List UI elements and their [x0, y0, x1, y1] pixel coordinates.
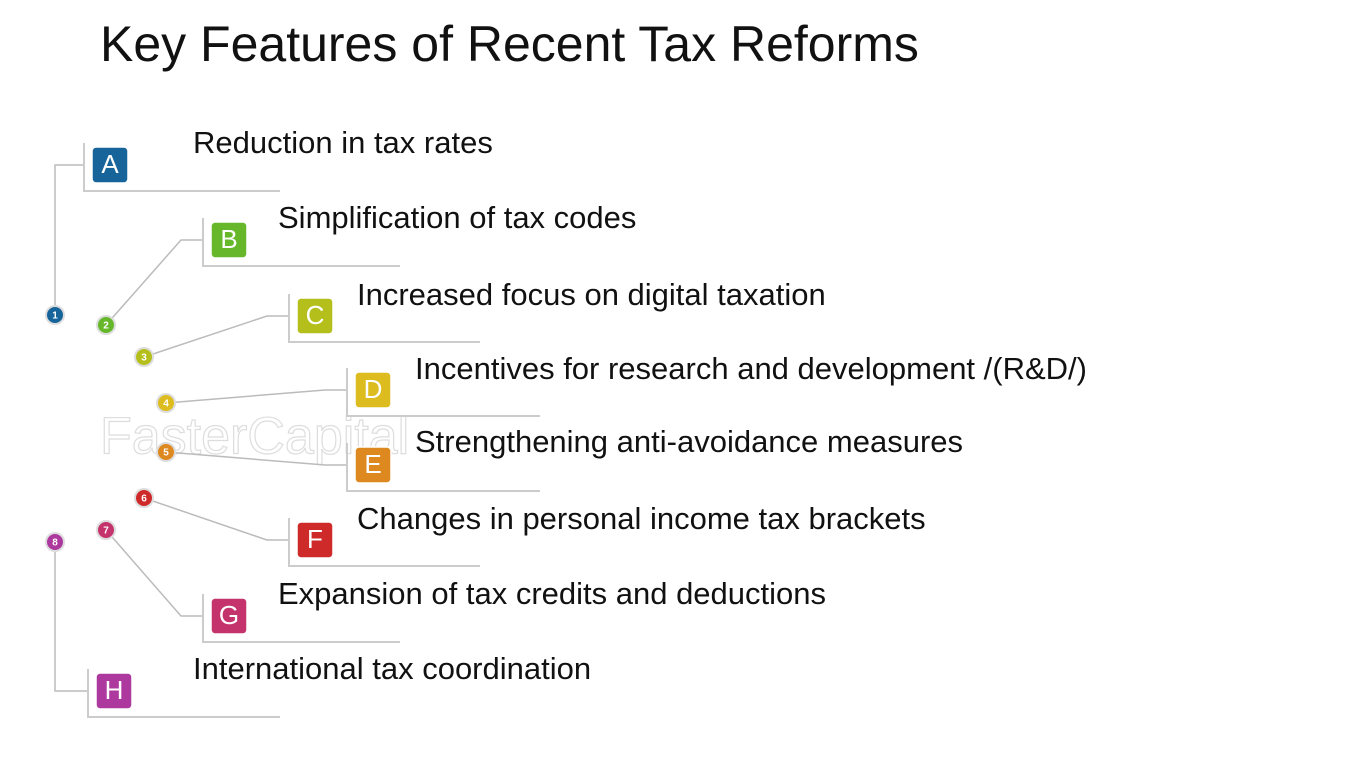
letter: E — [364, 449, 381, 479]
letter: A — [101, 149, 119, 179]
letter: G — [219, 600, 239, 630]
letter-box — [296, 521, 334, 559]
underline — [288, 294, 480, 343]
number-circle — [45, 305, 65, 325]
letter-box — [210, 221, 248, 259]
number-circle — [96, 315, 116, 335]
connector — [54, 542, 88, 692]
letter: F — [307, 524, 323, 554]
number: 4 — [163, 399, 169, 410]
item-label: Reduction in tax rates — [193, 125, 493, 160]
underline — [346, 368, 540, 417]
number: 8 — [52, 538, 58, 549]
number: 5 — [163, 448, 169, 459]
number: 7 — [103, 526, 109, 537]
connector — [143, 497, 289, 541]
number: 3 — [141, 353, 147, 364]
underline — [202, 218, 400, 267]
title: Key Features of Recent Tax Reforms — [100, 16, 919, 72]
letter-box — [296, 297, 334, 335]
connector — [54, 164, 84, 315]
underline — [83, 143, 280, 192]
connector — [165, 451, 347, 466]
letter-box — [354, 446, 392, 484]
underline — [288, 518, 480, 567]
item-label: Expansion of tax credits and deductions — [278, 576, 826, 611]
connector — [143, 315, 289, 358]
letter: H — [105, 675, 124, 705]
connector — [165, 389, 347, 404]
number-circle — [134, 488, 154, 508]
number-circle — [96, 520, 116, 540]
item-label: Strengthening anti-avoidance measures — [415, 424, 963, 459]
number: 1 — [52, 311, 58, 322]
item-label: Simplification of tax codes — [278, 200, 636, 235]
underline — [202, 594, 400, 643]
item-label: Incentives for research and development … — [415, 351, 1087, 386]
underline — [346, 443, 540, 492]
letter-box — [354, 371, 392, 409]
number: 2 — [103, 321, 109, 332]
item-label: Changes in personal income tax brackets — [357, 501, 926, 536]
number-circle — [134, 347, 154, 367]
letter: C — [306, 300, 325, 330]
number-circle — [156, 442, 176, 462]
underline — [87, 669, 280, 718]
number: 6 — [141, 494, 147, 505]
letter-box — [95, 672, 133, 710]
letter-box — [91, 146, 129, 184]
letter-box — [210, 597, 248, 635]
letter: D — [364, 374, 383, 404]
item-label: International tax coordination — [193, 651, 591, 686]
connector — [105, 239, 203, 326]
connector — [105, 529, 203, 617]
number-circle — [45, 532, 65, 552]
number-circle — [156, 393, 176, 413]
item-label: Increased focus on digital taxation — [357, 277, 826, 312]
letter: B — [220, 224, 237, 254]
